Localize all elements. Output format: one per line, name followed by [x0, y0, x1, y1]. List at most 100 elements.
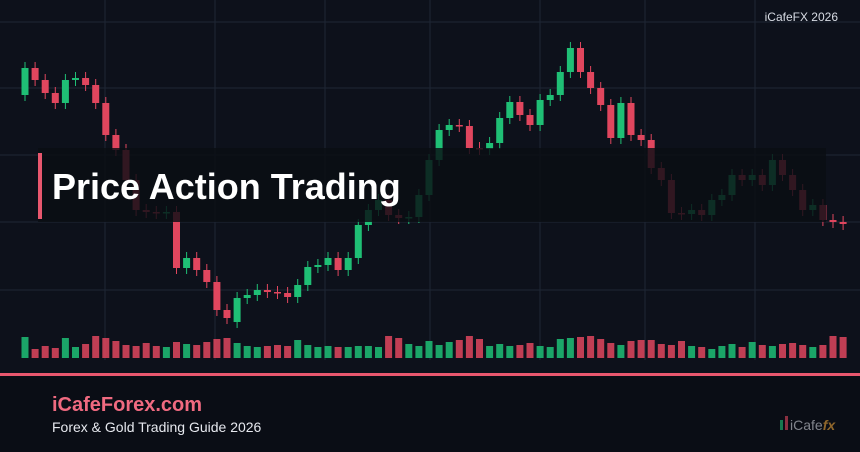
candle-body: [61, 80, 69, 103]
volume-bar: [799, 345, 807, 358]
candle-body: [324, 258, 332, 265]
volume-bar: [344, 347, 352, 358]
volume-bar: [496, 344, 504, 358]
footer: [0, 376, 860, 452]
candle-body: [112, 135, 120, 150]
volume-bar: [708, 349, 716, 358]
volume-bar: [657, 344, 665, 358]
candle-body: [193, 258, 201, 270]
volume-bar: [82, 344, 90, 358]
volume-bar: [809, 347, 817, 358]
candle-body: [263, 290, 271, 292]
volume-bar: [41, 346, 49, 358]
candle-body: [617, 103, 625, 138]
volume-bar: [637, 340, 645, 358]
title-accent: [38, 153, 42, 219]
volume-bar: [546, 347, 554, 358]
candle-body: [243, 295, 251, 298]
candle-body: [627, 103, 635, 135]
candle-body: [587, 72, 595, 88]
volume-bar: [647, 340, 655, 358]
candle-body: [354, 225, 362, 258]
divider: [0, 373, 860, 376]
volume-bar: [829, 336, 837, 358]
volume-bar: [223, 338, 231, 358]
volume-bar: [142, 343, 150, 358]
volume-bar: [72, 347, 79, 358]
volumes: [21, 336, 847, 358]
volume-bar: [526, 343, 534, 358]
volume-bar: [162, 347, 170, 358]
candle-body: [274, 292, 281, 294]
candle-body: [486, 143, 494, 149]
candle-body: [82, 78, 90, 85]
candle-body: [829, 220, 837, 222]
volume-bar: [768, 346, 776, 358]
candle-body: [183, 258, 191, 268]
volume-bar: [718, 346, 726, 358]
candle-body: [314, 265, 322, 267]
candle-body: [455, 125, 463, 127]
candle-body: [435, 130, 443, 160]
candle-body: [344, 258, 352, 270]
volume-bar: [758, 345, 766, 358]
candle-body: [566, 48, 574, 72]
candle-body: [839, 222, 847, 224]
volume-bar: [688, 346, 696, 358]
candle-body: [253, 290, 261, 295]
volume-bar: [213, 339, 221, 358]
footer-subtitle: Forex & Gold Trading Guide 2026: [52, 419, 262, 435]
candle-body: [607, 105, 615, 138]
volume-bar: [839, 337, 847, 358]
candle-body: [334, 258, 342, 270]
volume-bar: [152, 346, 160, 358]
volume-bar: [779, 344, 786, 358]
volume-bar: [375, 347, 382, 358]
volume-bar: [274, 345, 281, 358]
logo-main: iCafe: [790, 417, 823, 433]
candle-body: [72, 78, 79, 80]
volume-bar: [476, 339, 483, 358]
volume-bar: [112, 341, 120, 358]
volume-bar: [667, 345, 675, 358]
candle-body: [223, 310, 231, 318]
volume-bar: [486, 346, 494, 358]
logo-text: iCafefx: [790, 417, 836, 433]
volume-bar: [203, 342, 211, 358]
volume-bar: [21, 337, 29, 358]
volume-bar: [304, 345, 312, 358]
volume-bar: [536, 346, 544, 358]
candle-body: [597, 88, 605, 105]
volume-bar: [253, 347, 261, 358]
volume-bar: [819, 345, 827, 358]
volume-bar: [294, 340, 302, 358]
volume-bar: [395, 338, 403, 358]
candle-body: [284, 293, 292, 297]
logo-accent: fx: [823, 417, 837, 433]
volume-bar: [385, 336, 393, 358]
volume-bar: [445, 342, 453, 358]
volume-bar: [193, 345, 201, 358]
volume-bar: [354, 346, 362, 358]
volume-bar: [789, 343, 797, 358]
volume-bar: [577, 337, 584, 358]
candle-body: [577, 48, 584, 72]
volume-bar: [455, 340, 463, 358]
volume-bar: [405, 344, 413, 358]
candle-body: [92, 85, 100, 103]
candle-body: [304, 267, 312, 285]
candle-body: [102, 103, 110, 135]
volume-bar: [587, 336, 595, 358]
volume-bar: [122, 345, 130, 358]
candle-body: [203, 270, 211, 282]
candle-body: [31, 68, 39, 80]
volume-bar: [284, 346, 292, 358]
volume-bar: [728, 344, 736, 358]
volume-bar: [334, 347, 342, 358]
volume-bar: [748, 342, 756, 358]
volume-bar: [566, 338, 574, 358]
candle-body: [546, 95, 554, 100]
title-box: [38, 148, 826, 222]
volume-bar: [607, 343, 615, 358]
